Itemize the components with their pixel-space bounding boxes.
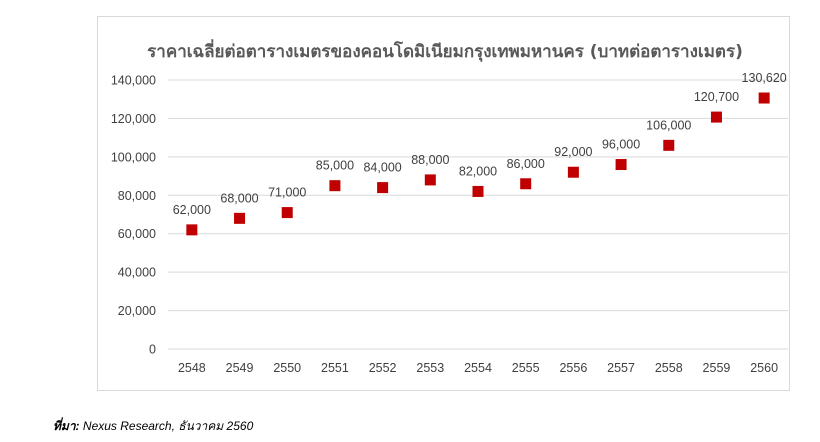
data-point-marker	[472, 185, 484, 197]
data-label: 92,000	[554, 145, 592, 159]
data-label: 86,000	[507, 157, 545, 171]
data-label: 85,000	[316, 159, 354, 173]
data-label: 88,000	[411, 153, 449, 167]
x-tick-label: 2549	[226, 361, 254, 375]
y-tick-label: 100,000	[111, 150, 156, 164]
data-label: 62,000	[173, 203, 211, 217]
chart-title: ราคาเฉลี่ยต่อตารางเมตรของคอนโดมิเนียมกรุ…	[147, 39, 743, 62]
data-point-marker	[377, 182, 389, 194]
y-axis-ticks: 0 20,000 40,000 60,000 80,000 100,000 120,000 1…	[111, 74, 156, 357]
gridlines	[168, 79, 788, 350]
source-label: ที่มา:	[53, 419, 80, 433]
x-axis-ticks: 2548 2549 2550 2551 2552 2553 2554 2555 2556 2557…	[178, 361, 778, 375]
x-tick-label: 2553	[416, 361, 444, 375]
data-label: 120,700	[694, 90, 739, 104]
data-labels: 62,000 68,000 71,000 85,000 84,000 88,000 82,0…	[173, 71, 787, 217]
y-tick-label: 80,000	[118, 189, 156, 203]
data-point-marker	[710, 111, 722, 123]
x-tick-label: 2559	[703, 361, 731, 375]
x-tick-label: 2551	[321, 361, 349, 375]
y-tick-label: 40,000	[118, 266, 156, 280]
data-label: 130,620	[742, 71, 787, 85]
data-point-marker	[186, 224, 198, 236]
data-label: 106,000	[646, 118, 691, 132]
data-point-marker	[663, 139, 675, 151]
data-point-marker	[615, 159, 627, 171]
x-tick-label: 2560	[750, 361, 778, 375]
x-tick-label: 2550	[273, 361, 301, 375]
y-tick-label: 0	[149, 343, 156, 357]
y-tick-label: 20,000	[118, 304, 156, 318]
data-label: 96,000	[602, 138, 640, 152]
data-point-marker	[758, 92, 770, 104]
data-point-marker	[281, 207, 293, 219]
x-tick-label: 2557	[607, 361, 635, 375]
x-tick-label: 2552	[369, 361, 397, 375]
y-tick-label: 140,000	[111, 74, 156, 88]
data-label: 71,000	[268, 186, 306, 200]
data-point-marker	[520, 178, 532, 190]
data-markers	[186, 92, 770, 236]
y-tick-label: 60,000	[118, 227, 156, 241]
x-tick-label: 2554	[464, 361, 492, 375]
x-tick-label: 2556	[559, 361, 587, 375]
data-point-marker	[567, 166, 579, 178]
x-tick-label: 2548	[178, 361, 206, 375]
y-tick-label: 120,000	[111, 112, 156, 126]
data-label: 84,000	[363, 161, 401, 175]
data-point-marker	[329, 180, 341, 192]
x-tick-label: 2558	[655, 361, 683, 375]
source-note: ที่มา: Nexus Research, ธันวาคม 2560	[53, 417, 253, 436]
source-text: Nexus Research, ธันวาคม 2560	[79, 419, 254, 433]
data-point-marker	[424, 174, 436, 186]
chart-frame	[97, 16, 790, 391]
x-tick-label: 2555	[512, 361, 540, 375]
data-label: 82,000	[459, 164, 497, 178]
data-label: 68,000	[220, 191, 258, 205]
data-point-marker	[234, 212, 246, 224]
